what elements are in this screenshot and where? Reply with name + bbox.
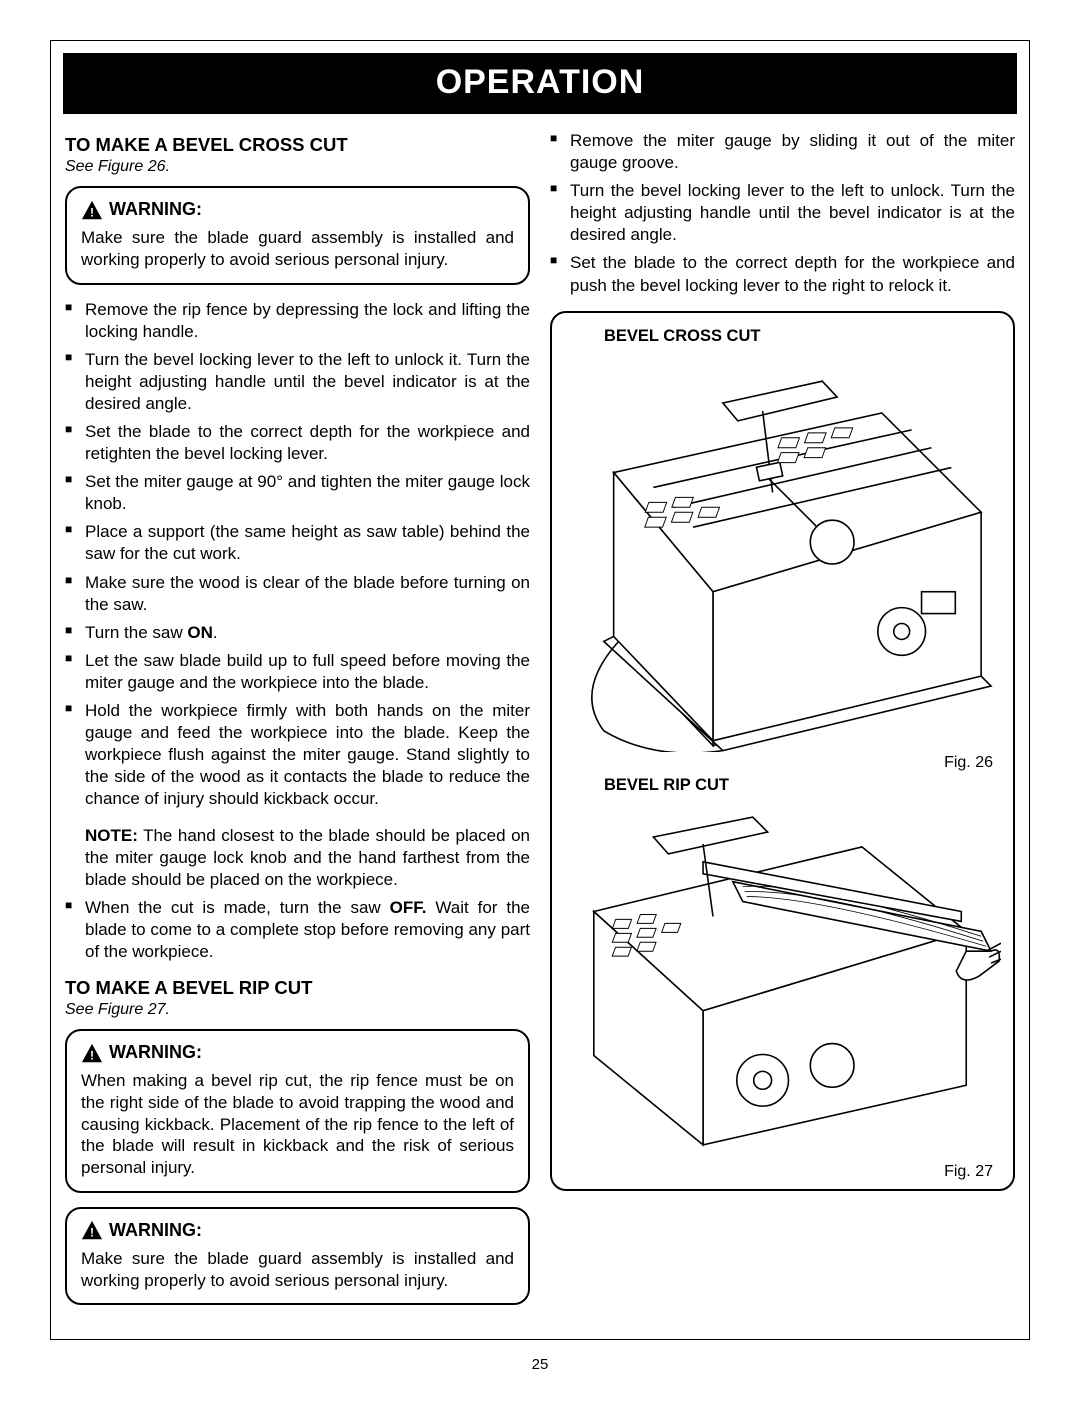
warning-text: When making a bevel rip cut, the rip fen… <box>81 1070 514 1179</box>
figure-26-illustration <box>564 352 1001 752</box>
note-block: NOTE: The hand closest to the blade shou… <box>65 825 530 891</box>
heading-bevel-rip: TO MAKE A BEVEL RIP CUT <box>65 977 530 999</box>
svg-text:!: ! <box>90 205 94 219</box>
step-item: Set the miter gauge at 90° and tighten t… <box>65 471 530 515</box>
warning-text: Make sure the blade guard assembly is in… <box>81 227 514 271</box>
note-label: NOTE: <box>85 826 138 845</box>
warning-header: ! WARNING: <box>81 198 514 221</box>
left-column: TO MAKE A BEVEL CROSS CUT See Figure 26.… <box>65 130 530 1319</box>
section-header: OPERATION <box>63 53 1017 114</box>
step-item: Turn the bevel locking lever to the left… <box>550 180 1015 246</box>
see-figure-27: See Figure 27. <box>65 1001 530 1019</box>
step-text: When the cut is made, turn the saw <box>85 898 390 917</box>
warning-label: WARNING: <box>109 1219 202 1242</box>
step-item: Hold the workpiece firmly with both hand… <box>65 700 530 810</box>
warning-label: WARNING: <box>109 1041 202 1064</box>
warning-icon: ! <box>81 200 103 220</box>
content-columns: TO MAKE A BEVEL CROSS CUT See Figure 26.… <box>51 114 1029 1339</box>
figure-label-27: Fig. 27 <box>564 1163 1001 1181</box>
step-text: Turn the saw <box>85 623 187 642</box>
svg-text:!: ! <box>90 1226 94 1240</box>
warning-label: WARNING: <box>109 198 202 221</box>
warning-box-3: ! WARNING: Make sure the blade guard ass… <box>65 1207 530 1306</box>
see-figure-26: See Figure 26. <box>65 158 530 176</box>
figure-title-27: BEVEL RIP CUT <box>604 776 1001 795</box>
step-item: Remove the rip fence by depressing the l… <box>65 299 530 343</box>
step-item: Place a support (the same height as saw … <box>65 521 530 565</box>
figure-box: BEVEL CROSS CUT <box>550 311 1015 1191</box>
warning-box-2: ! WARNING: When making a bevel rip cut, … <box>65 1029 530 1193</box>
step-item: When the cut is made, turn the saw OFF. … <box>65 897 530 963</box>
step-bold: OFF. <box>390 898 427 917</box>
step-bold: ON <box>187 623 213 642</box>
warning-icon: ! <box>81 1220 103 1240</box>
warning-text: Make sure the blade guard assembly is in… <box>81 1248 514 1292</box>
step-item: Turn the saw ON. <box>65 622 530 644</box>
heading-bevel-cross: TO MAKE A BEVEL CROSS CUT <box>65 134 530 156</box>
figure-27-illustration <box>564 801 1001 1161</box>
step-item: Make sure the wood is clear of the blade… <box>65 572 530 616</box>
page-number: 25 <box>50 1356 1030 1373</box>
warning-box-1: ! WARNING: Make sure the blade guard ass… <box>65 186 530 285</box>
step-item: Set the blade to the correct depth for t… <box>65 421 530 465</box>
steps-list-1: Remove the rip fence by depressing the l… <box>65 299 530 811</box>
warning-header: ! WARNING: <box>81 1041 514 1064</box>
steps-list-1b: When the cut is made, turn the saw OFF. … <box>65 897 530 963</box>
figure-title-26: BEVEL CROSS CUT <box>604 327 1001 346</box>
step-item: Let the saw blade build up to full speed… <box>65 650 530 694</box>
right-column: Remove the miter gauge by sliding it out… <box>550 130 1015 1319</box>
page-frame: OPERATION TO MAKE A BEVEL CROSS CUT See … <box>50 40 1030 1340</box>
steps-list-right: Remove the miter gauge by sliding it out… <box>550 130 1015 297</box>
figure-label-26: Fig. 26 <box>564 754 1001 772</box>
note-text: The hand closest to the blade should be … <box>85 826 530 889</box>
warning-icon: ! <box>81 1043 103 1063</box>
warning-header: ! WARNING: <box>81 1219 514 1242</box>
step-item: Remove the miter gauge by sliding it out… <box>550 130 1015 174</box>
step-item: Set the blade to the correct depth for t… <box>550 252 1015 296</box>
svg-text:!: ! <box>90 1048 94 1062</box>
step-text: . <box>213 623 218 642</box>
step-item: Turn the bevel locking lever to the left… <box>65 349 530 415</box>
